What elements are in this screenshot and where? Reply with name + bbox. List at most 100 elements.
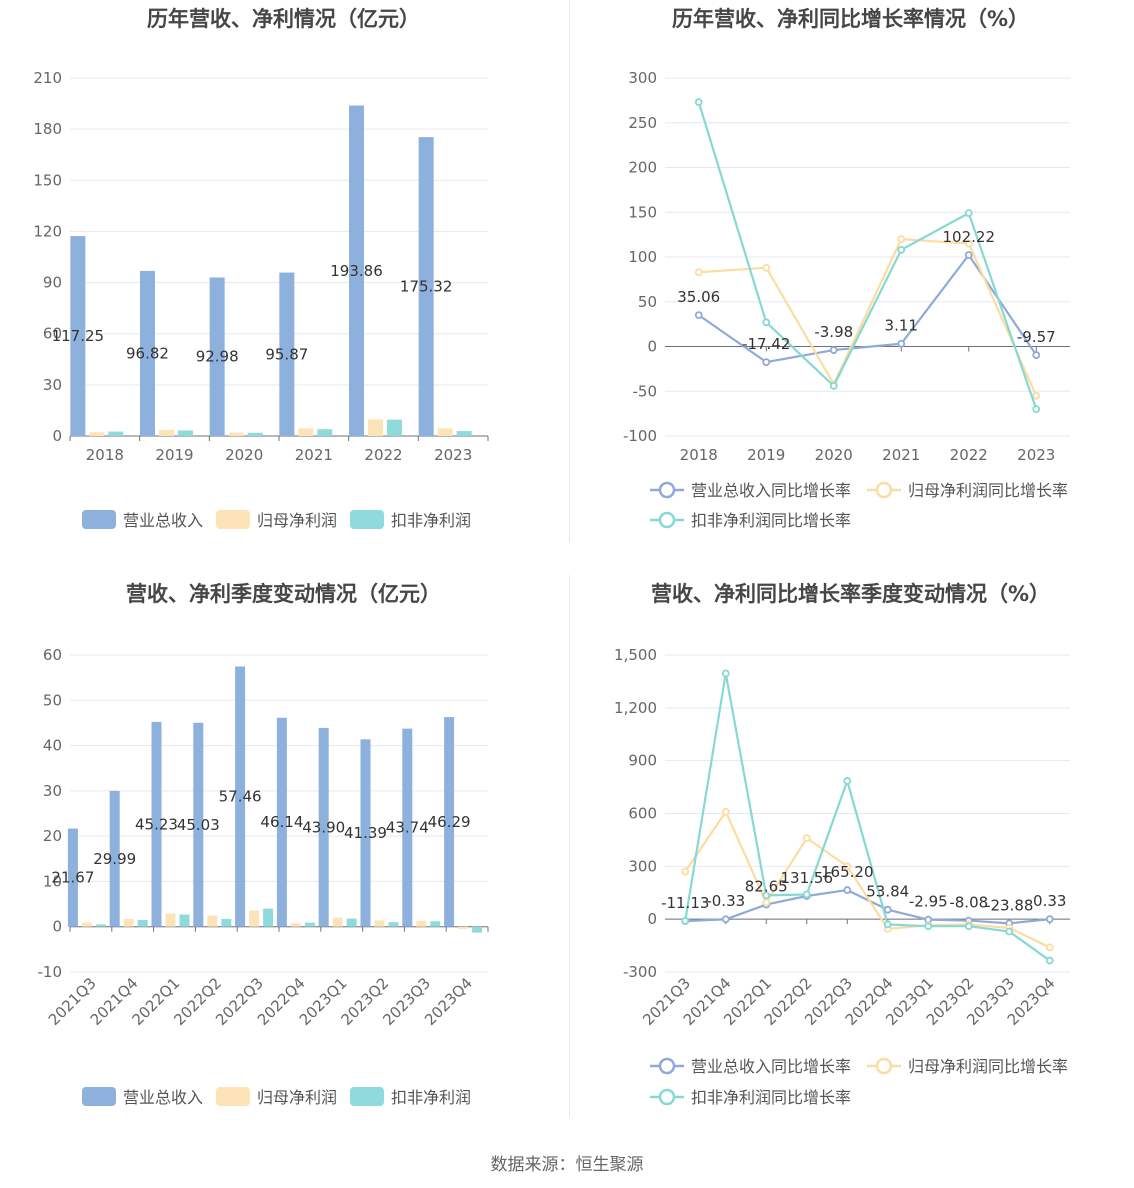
data-label: 165.20 <box>821 863 874 881</box>
series-point <box>1032 351 1041 359</box>
data-label: 3.11 <box>885 317 918 335</box>
bar <box>402 728 413 927</box>
bar <box>456 431 472 436</box>
series-point <box>964 239 973 248</box>
series-line <box>685 888 1050 925</box>
chart-panel-annual-growth: 历年营收、净利同比增长率情况（%） -100 -50 0 50 100 150 200 250 3… <box>567 0 1134 575</box>
legend-label: 归母净利润 <box>257 511 337 530</box>
series-point <box>802 890 811 899</box>
bar <box>221 919 232 927</box>
y-tick-label: 60 <box>43 325 62 343</box>
bar <box>276 717 287 927</box>
series-point <box>1045 943 1054 952</box>
series-point <box>883 920 892 929</box>
bar <box>179 914 190 927</box>
series-line <box>698 253 1038 364</box>
series-point <box>694 98 703 107</box>
y-tick-label: 120 <box>33 222 62 240</box>
series-line <box>698 237 1038 397</box>
legend-swatch-marker <box>875 1057 893 1075</box>
y-tick-label: 1,200 <box>614 699 657 717</box>
series-point <box>694 268 703 277</box>
legend-swatch <box>216 1087 250 1106</box>
bar <box>346 918 357 927</box>
legend-swatch <box>82 1087 116 1106</box>
series-point <box>681 917 690 925</box>
data-label: -0.33 <box>706 892 745 910</box>
data-label: 96.82 <box>126 344 169 362</box>
data-label: 117.25 <box>52 327 105 345</box>
legend-label: 扣非净利润 <box>391 511 471 530</box>
data-label: 193.86 <box>330 262 383 280</box>
y-tick-label: -50 <box>633 382 658 400</box>
y-tick-label: -10 <box>38 963 63 981</box>
y-tick-label: 250 <box>628 114 657 132</box>
data-source-caption: 数据来源：恒生聚源 <box>490 1155 644 1175</box>
chart-title: 历年营收、净利同比增长率情况（%） <box>672 7 1029 31</box>
series-point <box>721 807 730 816</box>
y-tick-label: 600 <box>628 805 657 823</box>
series-point <box>843 886 852 894</box>
series-point <box>964 251 973 259</box>
series-point <box>1032 405 1041 414</box>
data-label: 82.65 <box>745 878 788 896</box>
series-point <box>843 862 852 871</box>
y-tick-label: 100 <box>628 248 657 266</box>
chart-root: 历年营收、净利情况（亿元） 0 30 60 90 120 150 180 210 2018 2019… <box>33 7 489 530</box>
series-point <box>829 381 838 390</box>
bar <box>89 432 105 436</box>
chart-title: 历年营收、净利情况（亿元） <box>147 7 420 31</box>
series-point <box>721 915 730 924</box>
bar <box>263 908 274 927</box>
y-tick-label: 1,500 <box>614 646 657 664</box>
data-label: -8.08 <box>949 894 988 912</box>
bar <box>279 272 295 436</box>
series-point <box>897 245 906 254</box>
bar <box>207 915 218 927</box>
bar <box>388 922 399 927</box>
y-tick-label: 30 <box>43 376 62 394</box>
bar <box>70 236 86 436</box>
y-tick-label: 60 <box>43 646 62 664</box>
y-tick-label: 150 <box>628 203 657 221</box>
x-tick-label: 2023 <box>1017 446 1055 464</box>
bar <box>317 429 333 436</box>
bar <box>387 419 402 436</box>
data-label: 41.39 <box>344 824 387 842</box>
series-point <box>1045 956 1054 965</box>
series-point <box>964 209 973 218</box>
series-point <box>762 891 771 900</box>
y-tick-label: 0 <box>647 910 657 928</box>
x-tick-label: 2020 <box>815 446 853 464</box>
data-label: 175.32 <box>400 278 453 296</box>
data-label: -3.98 <box>814 323 853 341</box>
y-tick-label: -100 <box>623 427 657 445</box>
data-label: 21.67 <box>51 869 94 887</box>
bar <box>81 922 92 927</box>
bar <box>418 137 434 436</box>
bar <box>193 722 204 927</box>
series-point <box>721 669 730 678</box>
quarterly-growth-line-chart: 营收、净利同比增长率季度变动情况（%） -300 0 300 600 900 1,200 1,… <box>614 582 1070 1107</box>
series-point <box>1005 927 1014 936</box>
bar <box>67 828 78 927</box>
chart-panel-quarterly-growth: 营收、净利同比增长率季度变动情况（%） -300 0 300 600 900 1,200 1,… <box>567 575 1134 1150</box>
legend-swatch <box>350 510 384 529</box>
bar <box>123 919 134 927</box>
panel-divider-top <box>569 0 570 542</box>
y-tick-label: 0 <box>52 918 62 936</box>
series-point <box>897 339 906 348</box>
bar <box>416 920 427 927</box>
bar <box>159 429 174 436</box>
data-label: 53.84 <box>866 883 909 901</box>
legend-swatch-marker <box>658 1088 676 1106</box>
legend-label: 扣非净利润同比增长率 <box>691 1088 851 1107</box>
series-point <box>1032 391 1041 400</box>
data-label: -17.42 <box>742 335 790 353</box>
legend-swatch <box>350 1087 384 1106</box>
y-tick-label: 10 <box>43 872 62 890</box>
y-tick-label: 20 <box>43 827 62 845</box>
bar <box>228 432 244 436</box>
bar <box>109 790 120 927</box>
bar <box>140 270 155 436</box>
